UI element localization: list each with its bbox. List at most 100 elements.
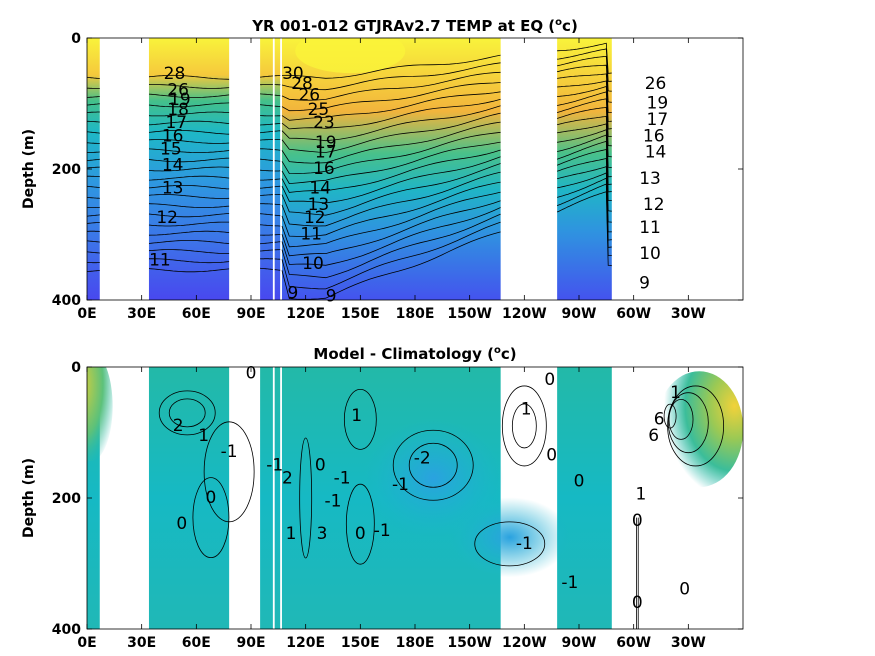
bottom-anomaly-contour xyxy=(667,392,709,454)
top-isotherm xyxy=(148,102,230,108)
top-isotherm xyxy=(148,139,230,144)
contour-label: 9 xyxy=(639,274,650,294)
y-tick-label: 200 xyxy=(52,491,81,507)
top-isotherm xyxy=(274,241,281,243)
contour-label: -1 xyxy=(392,475,409,495)
top-warm-pool-core xyxy=(295,38,406,74)
contour-label: 3 xyxy=(317,524,328,544)
contour-label: 12 xyxy=(156,208,178,228)
x-tick-label: 60E xyxy=(182,306,211,322)
top-isotherm xyxy=(281,231,501,300)
contour-label: 1 xyxy=(351,406,362,426)
contour-label: 0 xyxy=(574,472,585,492)
contour-label: 13 xyxy=(162,179,184,199)
top-title: YR 001-012 GTJRAv2.7 TEMP at EQ (oc) xyxy=(251,17,578,35)
top-isotherm xyxy=(556,140,612,201)
top-isotherm xyxy=(87,214,100,217)
contour-label: -2 xyxy=(414,449,431,469)
top-isotherm xyxy=(260,123,273,126)
contour-label: -1 xyxy=(561,573,578,593)
top-isotherm xyxy=(260,194,273,196)
top-isotherm xyxy=(87,131,100,134)
bottom-x-ticks: 0E 30E 60E 90E 120E 150E 180E 150W 120W 90W 60W 30W xyxy=(77,367,706,651)
x-tick-label: 30W xyxy=(671,306,706,322)
top-isotherm xyxy=(556,177,612,248)
top-isotherm xyxy=(148,157,230,163)
contour-label: 23 xyxy=(313,113,335,133)
top-isotherm xyxy=(281,221,501,290)
contour-label: 19 xyxy=(169,90,191,110)
top-isotherm xyxy=(557,80,612,122)
top-isotherm xyxy=(260,249,273,252)
contour-label: 17 xyxy=(647,110,669,130)
contour-label: 0 xyxy=(544,370,555,390)
contour-label: 25 xyxy=(308,100,330,120)
bottom-anomaly-contour xyxy=(408,442,458,488)
x-tick-label: 90E xyxy=(236,635,265,651)
bottom-anomaly-contour xyxy=(168,398,206,428)
contour-label: 1 xyxy=(198,426,209,446)
top-isotherm xyxy=(557,134,612,193)
contour-label: 1 xyxy=(286,524,297,544)
top-isotherm xyxy=(557,64,612,103)
bottom-anomaly-contour xyxy=(343,388,377,450)
contour-label: 10 xyxy=(302,254,324,274)
top-isotherm xyxy=(556,183,612,256)
contour-label: 6 xyxy=(654,409,665,429)
top-isotherm xyxy=(260,104,273,107)
contour-label: 11 xyxy=(300,225,322,245)
top-contour-labels: 2826191817161514131211302826252319171614… xyxy=(149,64,668,307)
contour-label: 26 xyxy=(645,74,667,94)
top-temperature-field xyxy=(87,38,612,300)
x-tick-label: 90E xyxy=(236,306,265,322)
top-ocean-segment xyxy=(274,38,281,300)
x-tick-label: 30W xyxy=(671,635,706,651)
x-tick-label: 120E xyxy=(286,306,325,322)
x-tick-label: 180E xyxy=(396,306,435,322)
contour-label: 14 xyxy=(162,156,184,176)
top-isotherm xyxy=(274,149,281,151)
y-tick-label: 400 xyxy=(52,293,81,309)
top-isotherm xyxy=(281,71,501,101)
contour-label: 17 xyxy=(165,113,187,133)
contour-label: 1 xyxy=(636,485,647,505)
bottom-ocean-segment xyxy=(557,367,612,629)
top-isotherm xyxy=(556,166,612,233)
contour-label: 15 xyxy=(160,139,182,159)
x-tick-label: 0E xyxy=(77,635,96,651)
top-isotherm xyxy=(148,194,230,199)
contour-label: 14 xyxy=(309,179,331,199)
top-isotherm xyxy=(148,175,230,181)
top-isotherm xyxy=(556,115,612,168)
top-warm-pool xyxy=(295,38,406,74)
top-y-axis-label: Depth (m) xyxy=(21,129,37,209)
top-isotherm xyxy=(260,186,273,189)
y-tick-label: 200 xyxy=(52,162,81,178)
contour-label: 11 xyxy=(149,251,171,271)
top-isotherm xyxy=(557,73,612,113)
top-isotherm xyxy=(260,158,273,161)
x-tick-label: 90W xyxy=(562,306,597,322)
top-isotherm xyxy=(274,94,281,97)
top-isotherm xyxy=(148,249,230,254)
top-isotherm xyxy=(274,178,281,180)
contour-label: 0 xyxy=(176,514,187,534)
bottom-title: Model - Climatology (oc) xyxy=(313,345,516,363)
contour-label: 0 xyxy=(632,593,643,613)
bottom-contour-lines xyxy=(158,385,725,629)
bottom-anomaly-contour xyxy=(501,385,547,467)
top-isotherm xyxy=(260,93,273,96)
top-isotherm xyxy=(87,196,100,199)
contour-label: 14 xyxy=(645,143,667,163)
top-isotherm xyxy=(260,75,273,78)
top-isotherm xyxy=(281,121,501,164)
top-isotherm xyxy=(556,191,612,267)
contour-label: 28 xyxy=(291,74,313,94)
top-isotherm xyxy=(148,120,230,126)
top-isotherm xyxy=(148,213,230,218)
top-ocean-segment xyxy=(260,38,273,300)
contour-label: 0 xyxy=(355,524,366,544)
top-isotherm xyxy=(148,74,230,80)
